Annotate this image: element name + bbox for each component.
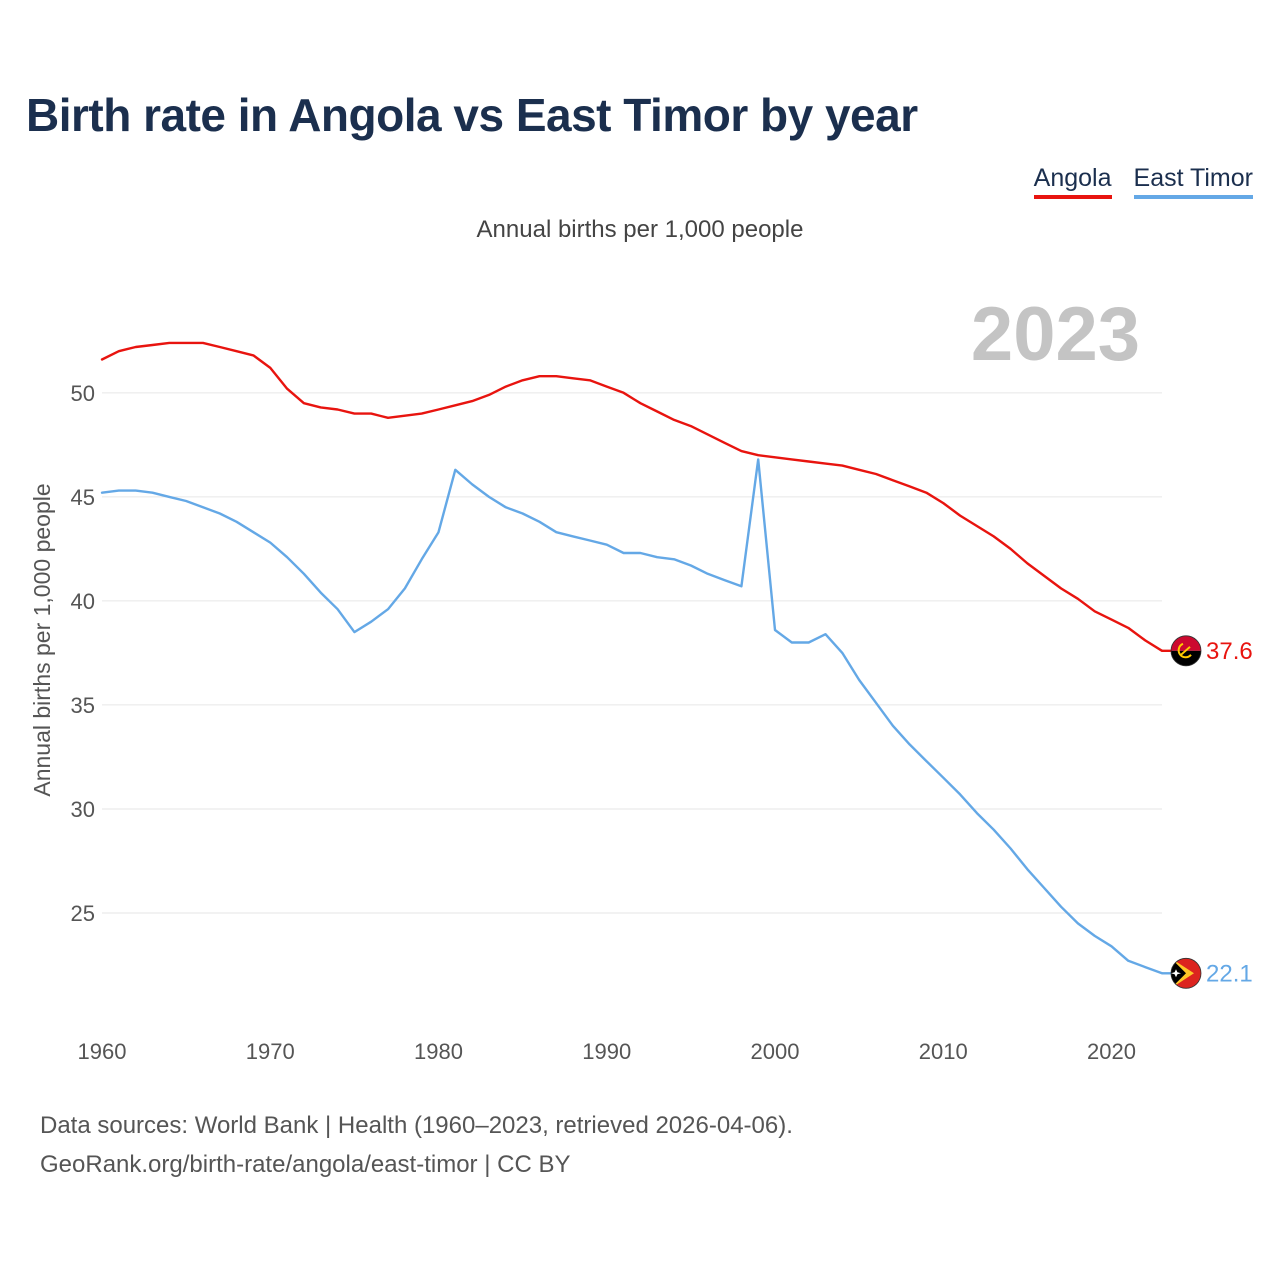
legend: Angola East Timor	[1033, 164, 1253, 199]
angola-end-value: 37.6	[1206, 638, 1253, 665]
x-tick-label: 2020	[1087, 1039, 1136, 1064]
source-line-2: GeoRank.org/birth-rate/angola/east-timor…	[40, 1151, 571, 1178]
y-tick-label: 45	[71, 485, 95, 510]
series-line-east-timor	[100, 458, 1164, 975]
x-tick-label: 1990	[582, 1039, 631, 1064]
axes: 25 30 35 40 45 50 1960 1970 1980 1990 2000 2010 2020	[71, 381, 1136, 1064]
series-line-angola	[100, 341, 1164, 652]
y-tick-label: 50	[71, 381, 95, 406]
x-tick-label: 1980	[414, 1039, 463, 1064]
x-tick-label: 1960	[78, 1039, 127, 1064]
legend-item-angola[interactable]: Angola	[1033, 164, 1112, 199]
chart-subtitle: Annual births per 1,000 people	[476, 216, 804, 243]
x-tick-label: 2010	[919, 1039, 968, 1064]
grid-lines	[102, 392, 1162, 914]
x-tick-label: 1970	[246, 1039, 295, 1064]
angola-flag-icon	[1170, 635, 1202, 667]
year-watermark: 2023	[971, 292, 1140, 377]
source-note: Data sources: World Bank | Health (1960–…	[40, 1106, 793, 1184]
source-line-1: Data sources: World Bank | Health (1960–…	[40, 1112, 793, 1139]
y-tick-label: 35	[71, 693, 95, 718]
series-lines	[100, 341, 1172, 975]
y-tick-label: 30	[71, 797, 95, 822]
east-timor-end-value: 22.1	[1206, 960, 1253, 987]
y-tick-label: 40	[71, 589, 95, 614]
y-axis-label: Annual births per 1,000 people	[29, 483, 55, 796]
east-timor-flag-icon	[1170, 957, 1202, 989]
legend-item-east-timor[interactable]: East Timor	[1133, 164, 1253, 199]
x-tick-label: 2000	[751, 1039, 800, 1064]
y-tick-label: 25	[71, 901, 95, 926]
chart-title: Birth rate in Angola vs East Timor by ye…	[26, 89, 918, 141]
